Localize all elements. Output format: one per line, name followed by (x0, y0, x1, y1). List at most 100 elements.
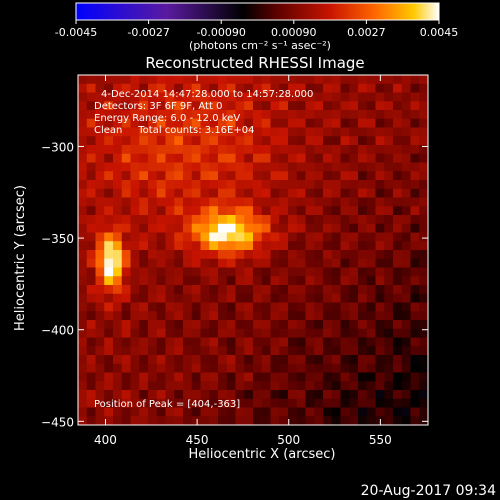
heatmap-cell (156, 180, 166, 190)
heatmap-cell (261, 118, 271, 128)
heatmap-cell (340, 83, 350, 93)
heatmap-cell (148, 320, 158, 330)
heatmap-cell (410, 232, 420, 242)
heatmap-cell (174, 162, 184, 172)
heatmap-cell (95, 232, 105, 242)
heatmap-cell (121, 250, 131, 260)
heatmap-cell (235, 346, 245, 356)
heatmap-cell (235, 267, 245, 277)
heatmap-cell (305, 372, 315, 382)
heatmap-cell (209, 145, 219, 155)
heatmap-cell (419, 145, 429, 155)
heatmap-cell (156, 171, 166, 181)
heatmap-cell (244, 145, 254, 155)
heatmap-cell (95, 75, 105, 85)
heatmap-cell (244, 302, 254, 312)
heatmap-cell (191, 145, 201, 155)
heatmap-cell (191, 75, 201, 85)
heatmap-cell (95, 145, 105, 155)
heatmap-cell (323, 110, 333, 120)
heatmap-cell (393, 276, 403, 286)
heatmap-cell (261, 145, 271, 155)
heatmap-cell (366, 171, 376, 181)
heatmap-cell (270, 390, 280, 400)
heatmap-cell (104, 83, 114, 93)
heatmap-cell (130, 250, 140, 260)
heatmap-cell (279, 381, 289, 391)
x-tick-label: 500 (277, 433, 300, 447)
heatmap-cell (226, 127, 236, 137)
heatmap-cell (139, 180, 149, 190)
heatmap-cell (191, 83, 201, 93)
heatmap-cell (366, 92, 376, 102)
heatmap-cell (78, 285, 88, 295)
heatmap-cell (340, 355, 350, 365)
heatmap-cell (148, 267, 158, 277)
heatmap-cell (270, 92, 280, 102)
heatmap-cell (340, 363, 350, 373)
heatmap-cell (86, 197, 96, 207)
heatmap-cell (305, 416, 315, 426)
heatmap-cell (218, 267, 228, 277)
heatmap-cell (244, 188, 254, 198)
heatmap-cell (139, 381, 149, 391)
heatmap-cell (209, 188, 219, 198)
heatmap-cell (104, 171, 114, 181)
heatmap-cell (358, 153, 368, 163)
heatmap-cell (139, 337, 149, 347)
heatmap-cell (331, 311, 341, 321)
heatmap-cell (86, 188, 96, 198)
heatmap-cell (261, 363, 271, 373)
heatmap-cell (95, 267, 105, 277)
heatmap-cell (384, 241, 394, 251)
heatmap-cell (139, 258, 149, 268)
heatmap-cell (121, 407, 131, 417)
heatmap-cell (244, 136, 254, 146)
heatmap-cell (200, 153, 210, 163)
heatmap-cell (226, 355, 236, 365)
heatmap-cell (314, 75, 324, 85)
heatmap-cell (218, 83, 228, 93)
heatmap-cell (366, 180, 376, 190)
heatmap-cell (244, 320, 254, 330)
heatmap-cell (305, 188, 315, 198)
heatmap-cell (253, 83, 263, 93)
heatmap-cell (261, 328, 271, 338)
heatmap-cell (235, 320, 245, 330)
heatmap-cell (139, 355, 149, 365)
heatmap-cell (279, 206, 289, 216)
heatmap-cell (296, 293, 306, 303)
heatmap-cell (375, 153, 385, 163)
heatmap-cell (331, 145, 341, 155)
heatmap-cell (340, 346, 350, 356)
heatmap-cell (401, 346, 411, 356)
heatmap-cell (288, 241, 298, 251)
heatmap-cell (113, 110, 123, 120)
heatmap-cell (235, 302, 245, 312)
heatmap-cell (235, 145, 245, 155)
heatmap-cell (331, 180, 341, 190)
heatmap-cell (323, 197, 333, 207)
heatmap-cell (183, 311, 193, 321)
heatmap-cell (191, 250, 201, 260)
heatmap-cell (209, 206, 219, 216)
heatmap-cell (253, 162, 263, 172)
heatmap-cell (366, 206, 376, 216)
heatmap-cell (226, 118, 236, 128)
heatmap-cell (209, 197, 219, 207)
heatmap-cell (191, 127, 201, 137)
heatmap-cell (288, 127, 298, 137)
heatmap-cell (121, 311, 131, 321)
heatmap-cell (130, 101, 140, 111)
heatmap-cell (288, 92, 298, 102)
heatmap-cell (393, 223, 403, 233)
heatmap-cell (279, 171, 289, 181)
heatmap-cell (393, 118, 403, 128)
heatmap-cell (235, 372, 245, 382)
heatmap-cell (165, 118, 175, 128)
heatmap-cell (113, 320, 123, 330)
heatmap-cell (95, 136, 105, 146)
heatmap-cell (209, 162, 219, 172)
heatmap-cell (261, 381, 271, 391)
heatmap-cell (296, 180, 306, 190)
